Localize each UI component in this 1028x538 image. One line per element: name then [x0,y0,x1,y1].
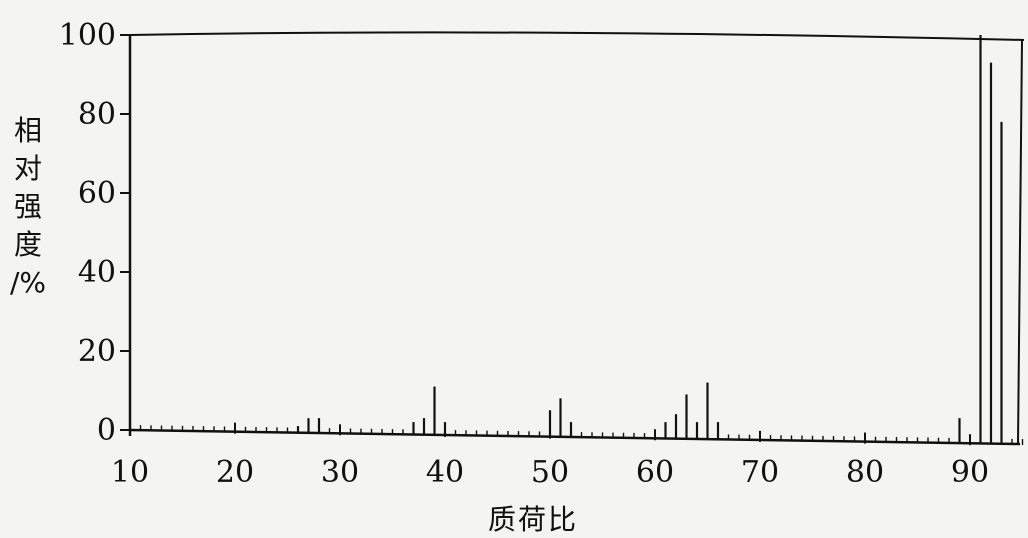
y-axis-title-text: 相对强度/% [9,114,47,299]
x-axis-line [129,428,1021,446]
x-tick-label: 40 [426,455,464,490]
y-tick-label: 100 [59,18,116,53]
y-tick-label: 80 [78,97,116,132]
x-tick-label: 60 [636,455,674,490]
y-axis-title: 相对强度/% [8,112,48,302]
x-tick-label: 70 [741,455,779,490]
y-tick-label: 60 [78,176,116,211]
y-tick-label: 0 [97,413,116,448]
x-axis-title-text: 质荷比 [488,503,579,536]
x-tick-label: 50 [531,455,569,490]
plot-top-border [129,31,1025,41]
y-tick-label: 20 [78,334,116,369]
x-tick-label: 10 [111,455,149,490]
x-tick-label: 20 [216,455,254,490]
x-tick-label: 90 [951,455,989,490]
plot-right-border [1017,39,1023,445]
x-tick-label: 80 [846,455,884,490]
y-tick-label: 40 [78,255,116,290]
x-axis-title: 质荷比 [488,498,578,538]
x-tick-label: 30 [321,455,359,490]
